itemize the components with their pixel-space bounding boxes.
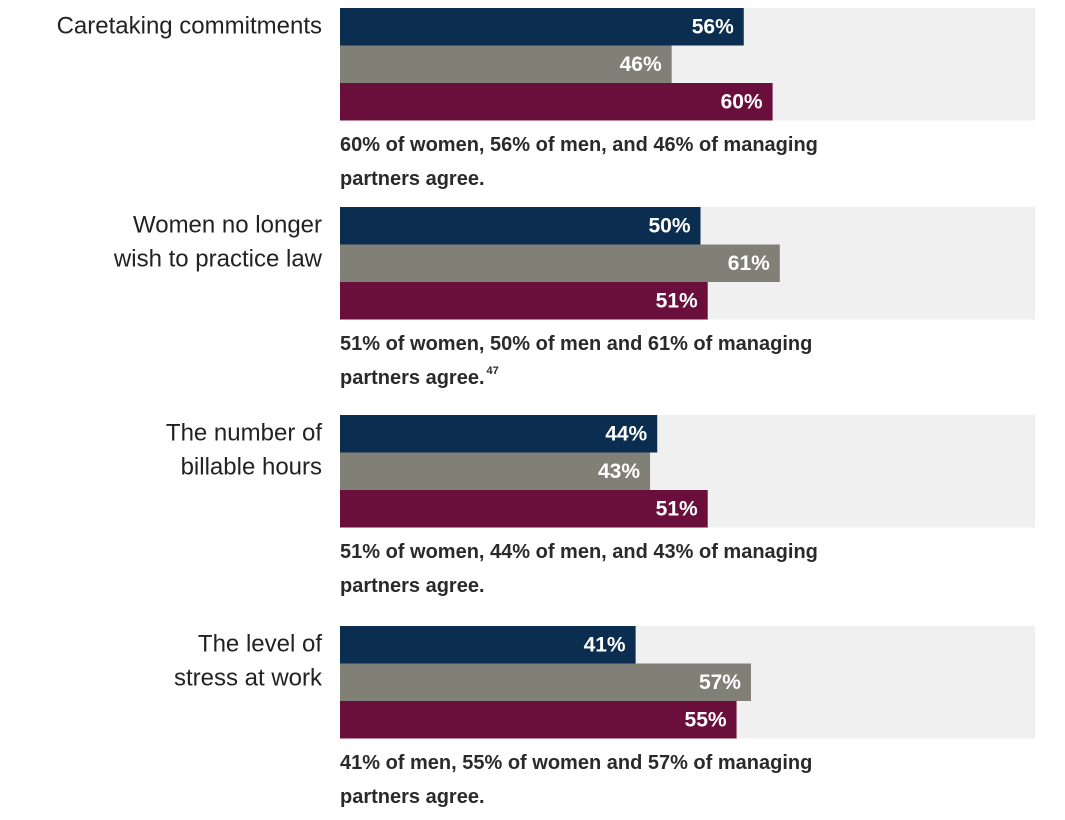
annotation-text: 51% of women, 44% of men, and 43% of man… (340, 541, 818, 563)
bar (340, 701, 737, 739)
annotation: partners agree. (340, 575, 485, 597)
category-label: stress at work (174, 664, 323, 691)
bar (340, 490, 708, 528)
annotation: 41% of men, 55% of women and 57% of mana… (340, 752, 812, 774)
annotation: 60% of women, 56% of men, and 46% of man… (340, 134, 818, 156)
value-label: 51% (656, 497, 698, 520)
annotation: 51% of women, 44% of men, and 43% of man… (340, 541, 818, 563)
bar (340, 626, 636, 664)
bar (340, 244, 780, 282)
value-label: 55% (685, 708, 727, 731)
bar (340, 8, 744, 46)
annotation-text: partners agree. (340, 168, 485, 190)
annotation-text: partners agree. (340, 575, 485, 597)
annotation-text: 60% of women, 56% of men, and 46% of man… (340, 134, 818, 156)
annotation-text: 41% of men, 55% of women and 57% of mana… (340, 752, 812, 774)
annotation: partners agree. 47 (340, 365, 499, 389)
category-label: Caretaking commitments (57, 12, 322, 39)
category-label: billable hours (181, 453, 322, 480)
value-label: 60% (721, 90, 763, 113)
annotation-text: partners agree. (340, 786, 485, 808)
annotation: 51% of women, 50% of men and 61% of mana… (340, 333, 812, 355)
value-label: 41% (584, 633, 626, 656)
bar (340, 452, 651, 490)
category-label: The level of (198, 630, 322, 657)
bar (340, 45, 672, 83)
footnote-ref: 47 (487, 365, 499, 377)
bar (340, 83, 773, 121)
category-label: wish to practice law (113, 245, 323, 272)
value-label: 44% (605, 422, 647, 445)
value-label: 61% (728, 252, 770, 275)
category-label: The number of (166, 419, 322, 446)
annotation: partners agree. (340, 168, 485, 190)
annotation: partners agree. (340, 786, 485, 808)
bar (340, 415, 658, 453)
value-label: 57% (699, 671, 741, 694)
bar (340, 207, 701, 245)
value-label: 43% (598, 460, 640, 483)
bar (340, 282, 708, 320)
value-label: 51% (656, 289, 698, 312)
category-label: Women no longer (133, 211, 322, 238)
bar (340, 663, 751, 701)
annotation-text: 51% of women, 50% of men and 61% of mana… (340, 333, 812, 355)
value-label: 46% (620, 53, 662, 76)
annotation-text: partners agree. (340, 367, 485, 389)
value-label: 50% (648, 214, 690, 237)
value-label: 56% (692, 15, 734, 38)
